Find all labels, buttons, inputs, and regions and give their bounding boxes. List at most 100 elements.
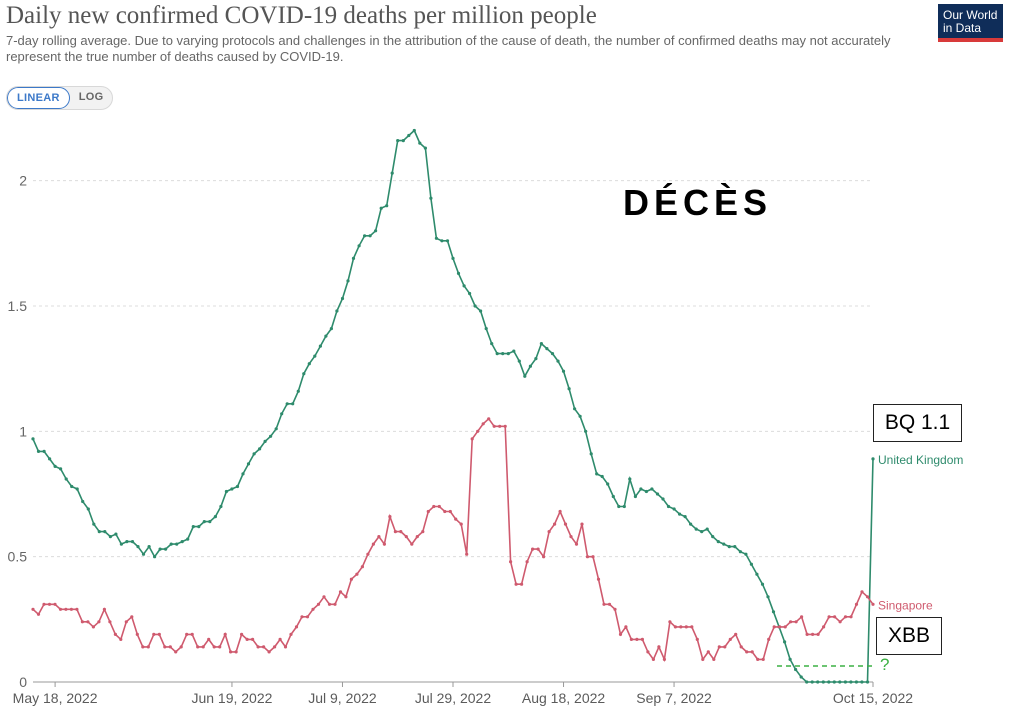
data-point-1-108 bbox=[624, 625, 628, 629]
data-point-0-36 bbox=[230, 487, 234, 491]
data-point-1-57 bbox=[344, 595, 348, 599]
data-point-1-116 bbox=[668, 620, 672, 624]
data-point-1-31 bbox=[201, 645, 205, 649]
data-point-1-124 bbox=[712, 657, 716, 662]
data-point-0-8 bbox=[75, 487, 79, 491]
x-tick-label-0: May 18, 2022 bbox=[13, 690, 98, 706]
data-point-1-105 bbox=[607, 602, 612, 606]
data-point-0-91 bbox=[534, 357, 538, 361]
bq-variant-box: BQ 1.1 bbox=[873, 404, 962, 442]
data-point-1-21 bbox=[146, 645, 150, 649]
data-point-1-132 bbox=[756, 657, 760, 662]
y-tick-label-2: 1 bbox=[19, 423, 27, 439]
data-point-0-152 bbox=[871, 457, 875, 461]
data-point-0-0 bbox=[31, 437, 35, 441]
log-scale-button[interactable]: LOG bbox=[78, 91, 104, 103]
data-point-1-137 bbox=[783, 625, 787, 629]
deces-annotation: DÉCÈS bbox=[623, 182, 773, 223]
data-point-1-71 bbox=[421, 530, 425, 534]
data-point-1-65 bbox=[388, 515, 392, 519]
scale-toggle: LINEAR LOG bbox=[6, 86, 114, 110]
data-point-0-19 bbox=[136, 545, 140, 549]
xbb-variant-box: XBB bbox=[876, 617, 942, 655]
data-point-0-145 bbox=[832, 680, 836, 684]
data-point-0-50 bbox=[307, 362, 311, 366]
data-point-1-70 bbox=[415, 535, 419, 539]
data-point-0-119 bbox=[689, 522, 693, 526]
data-point-1-41 bbox=[256, 645, 260, 649]
data-point-0-144 bbox=[827, 680, 831, 684]
data-point-0-131 bbox=[755, 572, 759, 576]
data-point-1-27 bbox=[179, 645, 183, 649]
data-point-1-8 bbox=[75, 607, 79, 611]
data-point-1-92 bbox=[536, 547, 540, 551]
data-point-1-22 bbox=[152, 632, 156, 637]
data-point-1-14 bbox=[108, 620, 112, 624]
data-point-1-58 bbox=[349, 577, 353, 581]
x-tick-label-4: Aug 18, 2022 bbox=[522, 690, 606, 706]
x-tick-label-1: Jun 19, 2022 bbox=[191, 690, 272, 706]
data-point-1-79 bbox=[465, 552, 469, 556]
data-point-1-1 bbox=[36, 612, 41, 616]
data-point-0-82 bbox=[484, 327, 488, 331]
data-point-0-11 bbox=[92, 522, 96, 526]
data-point-0-29 bbox=[191, 525, 195, 529]
data-point-1-110 bbox=[635, 637, 639, 642]
data-point-1-90 bbox=[525, 560, 529, 564]
data-point-0-41 bbox=[258, 447, 262, 451]
data-point-0-92 bbox=[539, 342, 544, 346]
data-point-0-7 bbox=[70, 484, 74, 489]
data-point-1-145 bbox=[827, 615, 831, 619]
data-point-1-63 bbox=[377, 535, 381, 539]
data-point-1-44 bbox=[273, 645, 277, 649]
data-point-0-126 bbox=[727, 545, 731, 549]
data-point-0-31 bbox=[202, 520, 206, 524]
data-point-0-140 bbox=[805, 680, 809, 684]
data-point-1-81 bbox=[476, 429, 480, 433]
linear-scale-button[interactable]: LINEAR bbox=[7, 87, 70, 109]
data-point-0-151 bbox=[865, 680, 870, 684]
data-point-1-52 bbox=[316, 602, 321, 606]
data-point-1-129 bbox=[739, 645, 743, 649]
x-tick-label-2: Jul 9, 2022 bbox=[308, 690, 377, 706]
data-point-1-16 bbox=[119, 637, 123, 642]
owid-logo[interactable]: Our World in Data bbox=[938, 4, 1003, 42]
data-point-1-74 bbox=[437, 504, 441, 509]
data-point-0-81 bbox=[479, 309, 483, 313]
data-point-0-93 bbox=[545, 347, 549, 351]
data-point-1-45 bbox=[278, 637, 282, 642]
data-point-1-67 bbox=[399, 530, 403, 534]
data-point-0-108 bbox=[628, 477, 632, 481]
data-point-1-35 bbox=[223, 632, 227, 637]
data-point-0-148 bbox=[849, 680, 853, 684]
data-point-0-6 bbox=[64, 477, 68, 481]
data-point-1-89 bbox=[520, 582, 524, 586]
data-point-0-10 bbox=[86, 507, 90, 511]
data-point-1-36 bbox=[229, 650, 233, 654]
data-point-1-98 bbox=[569, 535, 573, 539]
data-point-1-11 bbox=[91, 625, 95, 629]
data-point-1-121 bbox=[695, 637, 699, 642]
data-point-1-38 bbox=[240, 632, 244, 637]
data-point-0-17 bbox=[125, 540, 129, 544]
data-point-1-33 bbox=[212, 645, 216, 649]
data-point-0-94 bbox=[550, 352, 555, 356]
data-point-0-72 bbox=[429, 196, 433, 200]
data-point-0-58 bbox=[351, 256, 356, 260]
data-point-1-117 bbox=[673, 625, 678, 629]
data-point-1-91 bbox=[531, 547, 535, 551]
data-point-0-42 bbox=[263, 439, 267, 443]
data-point-1-23 bbox=[157, 632, 161, 637]
data-point-0-117 bbox=[678, 512, 682, 516]
data-point-0-104 bbox=[606, 482, 610, 486]
data-point-1-97 bbox=[563, 522, 568, 526]
data-point-1-87 bbox=[509, 560, 513, 564]
data-point-0-68 bbox=[407, 133, 411, 138]
y-tick-label-1: 0.5 bbox=[8, 549, 28, 565]
data-point-1-113 bbox=[651, 657, 656, 662]
data-point-1-95 bbox=[553, 522, 557, 526]
data-point-1-125 bbox=[717, 645, 721, 649]
data-point-0-123 bbox=[711, 535, 715, 539]
data-point-0-96 bbox=[561, 369, 566, 373]
data-point-1-88 bbox=[514, 582, 518, 586]
